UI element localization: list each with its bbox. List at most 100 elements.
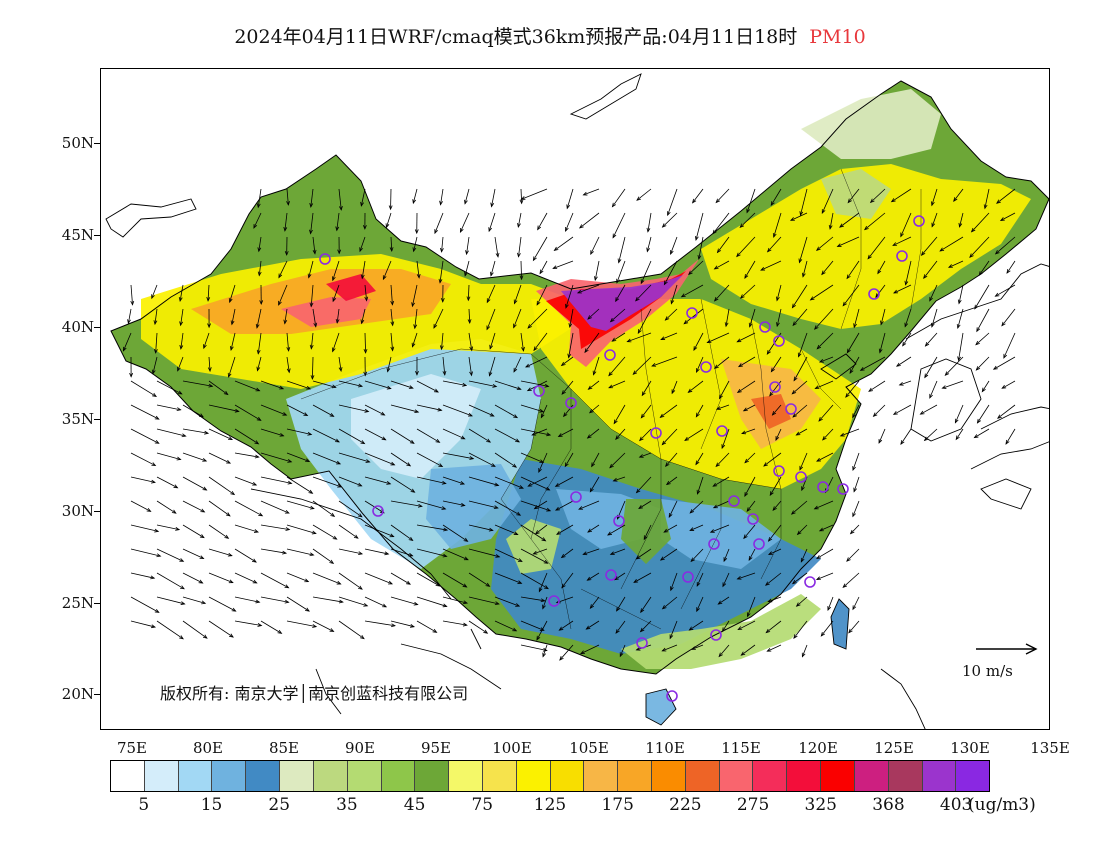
lat-tick <box>94 603 101 604</box>
wind-arrow <box>796 524 808 536</box>
wind-arrow <box>416 524 449 532</box>
wind-arrow <box>994 236 1016 255</box>
station-marker <box>913 215 925 227</box>
wind-arrow <box>973 428 990 439</box>
wind-arrow <box>488 212 496 233</box>
wind-arrow <box>517 212 522 228</box>
wind-arrow <box>312 500 336 517</box>
wind-arrow <box>415 356 419 376</box>
wind-arrow <box>385 212 392 229</box>
wind-arrow <box>939 236 964 252</box>
wind-arrow <box>579 644 600 655</box>
wind-arrow <box>338 524 359 539</box>
wind-arrow <box>466 284 471 302</box>
lat-label: 20N <box>61 685 94 703</box>
wind-arrow <box>767 548 782 555</box>
wind-arrow <box>123 332 132 352</box>
lat-label: 25N <box>61 594 94 612</box>
wind-arrow <box>585 620 600 630</box>
wind-arrow <box>416 620 438 633</box>
wind-arrow <box>669 620 678 640</box>
wind-arrow <box>839 212 860 228</box>
wind-arrow <box>554 476 574 487</box>
wind-arrow <box>744 476 756 497</box>
wind-arrow <box>459 212 470 233</box>
wind-arrow <box>639 428 652 442</box>
wind-arrow <box>560 356 574 367</box>
wind-arrow <box>286 452 311 463</box>
reference-arrow-icon <box>976 643 1038 655</box>
wind-arrow <box>591 452 600 468</box>
wind-arrow <box>867 236 886 260</box>
wind-arrow <box>520 332 525 352</box>
station-marker <box>773 465 785 477</box>
wind-arrow <box>519 188 524 205</box>
wind-arrow <box>616 260 626 284</box>
wind-arrow <box>234 548 257 563</box>
wind-arrow <box>364 380 392 390</box>
wind-arrow <box>739 284 756 299</box>
wind-arrow <box>486 284 496 304</box>
wind-arrow <box>646 236 652 253</box>
wind-arrow <box>612 212 626 239</box>
wind-arrow <box>818 404 834 422</box>
wind-arrow <box>130 500 152 512</box>
colorbar-label: 403 <box>939 795 973 815</box>
wind-arrow <box>712 500 730 509</box>
pm10-map <box>105 73 1049 729</box>
wind-arrow <box>338 572 363 590</box>
wind-arrow <box>659 548 678 561</box>
wind-arrow <box>260 620 283 634</box>
wind-arrow <box>416 452 444 468</box>
wind-arrow <box>552 260 574 270</box>
wind-arrow <box>153 308 158 326</box>
wind-arrow <box>651 356 678 367</box>
wind-arrow <box>953 188 964 202</box>
wind-arrow <box>182 596 207 605</box>
wind-arrow <box>416 260 421 279</box>
wind-arrow <box>338 404 370 413</box>
wind-arrow <box>360 188 366 207</box>
wind-arrow <box>182 428 210 435</box>
wind-arrow <box>872 404 886 418</box>
station-marker <box>817 481 829 493</box>
wind-arrow <box>253 212 262 229</box>
wind-arrow <box>976 308 990 333</box>
wind-arrow <box>981 380 990 393</box>
wind-arrow <box>468 332 474 352</box>
lat-label: 45N <box>61 226 94 244</box>
wind-arrow <box>827 596 834 612</box>
wind-arrow <box>975 356 990 371</box>
wind-arrow <box>608 356 626 377</box>
wind-arrow <box>561 572 574 589</box>
wind-arrow <box>468 572 491 587</box>
colorbar-swatch <box>111 761 145 791</box>
wind-arrow <box>182 380 214 388</box>
wind-arrow <box>542 596 548 610</box>
lat-tick <box>94 235 101 236</box>
station-marker <box>565 397 577 409</box>
wind-arrow <box>278 260 288 279</box>
wind-arrow <box>846 260 860 280</box>
station-marker <box>372 505 384 517</box>
wind-arrow <box>994 284 1016 297</box>
wind-arrow <box>312 308 318 328</box>
wind-arrow <box>234 380 261 392</box>
station-marker <box>700 361 712 373</box>
wind-arrow <box>208 524 230 539</box>
wind-arrow <box>533 500 548 510</box>
wind-arrow <box>814 380 834 389</box>
wind-arrow <box>283 212 288 232</box>
wind-arrow <box>488 356 496 377</box>
colorbar-swatch <box>212 761 247 791</box>
wind-arrow <box>489 332 496 350</box>
wind-arrow <box>695 404 704 418</box>
wind-arrow <box>615 620 626 634</box>
wind-arrow <box>617 236 626 264</box>
wind-arrow <box>969 236 990 259</box>
wind-arrow <box>389 236 394 253</box>
wind-arrow <box>390 308 395 327</box>
wind-arrow <box>286 332 291 352</box>
wind-arrow <box>816 452 834 462</box>
colorbar-swatch <box>313 761 348 791</box>
